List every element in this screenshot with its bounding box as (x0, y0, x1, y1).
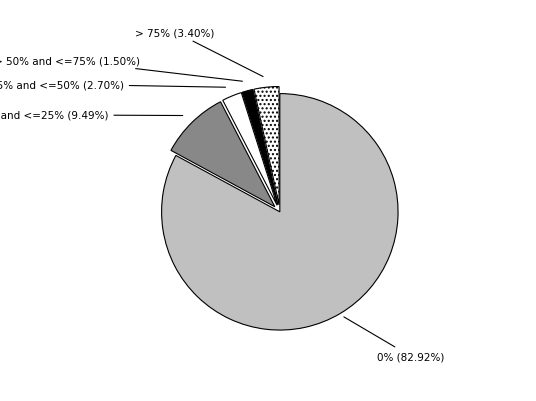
Text: > 25% and <=50% (2.70%): > 25% and <=50% (2.70%) (0, 80, 226, 90)
Wedge shape (254, 87, 279, 205)
Text: > 50% and <=75% (1.50%): > 50% and <=75% (1.50%) (0, 57, 242, 82)
Wedge shape (161, 94, 398, 330)
Text: 0% (82.92%): 0% (82.92%) (344, 317, 444, 361)
Wedge shape (223, 93, 277, 206)
Wedge shape (242, 90, 278, 205)
Text: > 0% and <=25% (9.49%): > 0% and <=25% (9.49%) (0, 111, 183, 121)
Text: > 75% (3.40%): > 75% (3.40%) (136, 28, 263, 77)
Wedge shape (171, 103, 275, 207)
